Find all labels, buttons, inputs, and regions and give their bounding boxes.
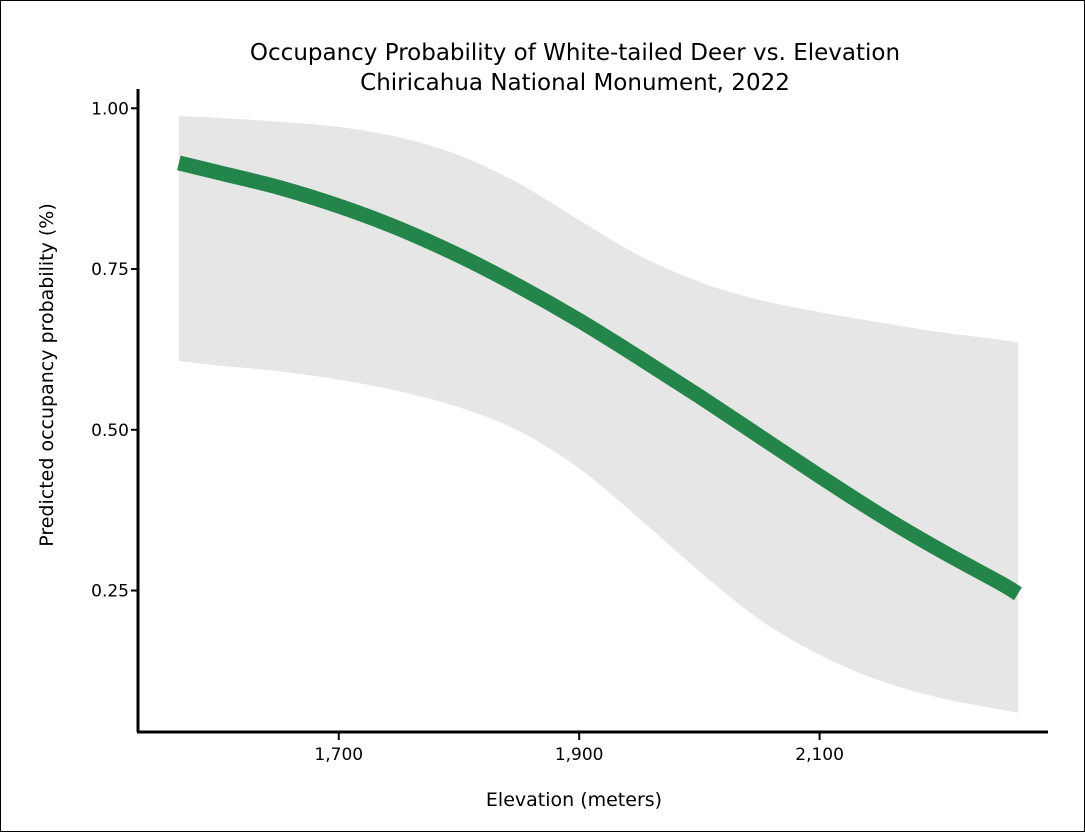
x-axis-label: Elevation (meters)	[486, 789, 662, 811]
chart-subtitle: Chiricahua National Monument, 2022	[360, 70, 790, 96]
confidence-band	[178, 116, 1018, 713]
x-tick-label: 1,700	[314, 745, 363, 765]
series-line-0	[177, 155, 1022, 601]
y-tick-label: 0.75	[91, 260, 129, 280]
line-layer	[177, 155, 1022, 601]
y-tick-label: 0.50	[91, 421, 129, 441]
band-layer	[178, 116, 1018, 713]
chart-title: Occupancy Probability of White-tailed De…	[250, 40, 900, 66]
y-axis-label: Predicted occupancy probability (%)	[36, 203, 58, 547]
x-ticks: 1,700 1,900 2,100	[314, 732, 844, 765]
x-tick-label: 2,100	[795, 745, 844, 765]
plot-area	[177, 116, 1022, 713]
y-tick-label: 1.00	[91, 99, 129, 119]
x-tick-label: 1,900	[555, 745, 604, 765]
y-ticks: 0.25 0.50 0.75 1.00	[91, 99, 138, 602]
y-tick-label: 0.25	[91, 582, 129, 602]
